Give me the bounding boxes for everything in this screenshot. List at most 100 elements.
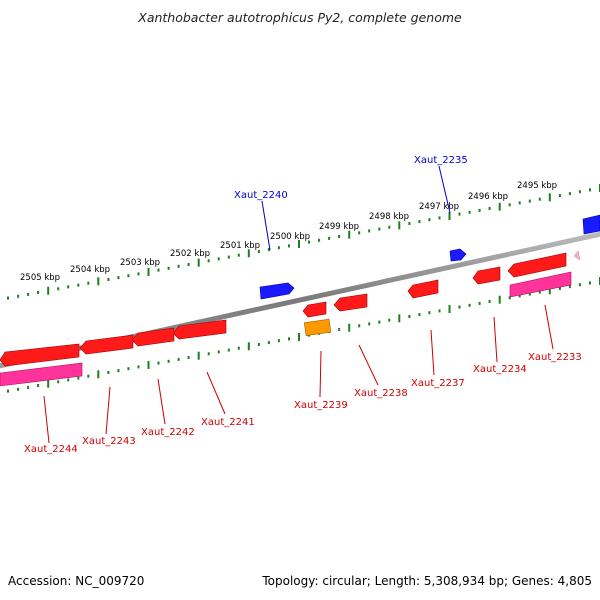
minor-tick [288, 337, 290, 341]
minor-tick [77, 283, 80, 287]
scale-label-2503: 2503 kbp [120, 258, 160, 268]
gene-xaut-2233-red[interactable] [507, 252, 567, 278]
gene-label-xaut-2243[interactable]: Xaut_2243 [82, 436, 136, 447]
feature-small-pink[interactable] [573, 250, 581, 261]
minor-tick [67, 285, 70, 289]
gene-label-xaut-2238[interactable]: Xaut_2238 [354, 388, 408, 399]
minor-tick [408, 315, 411, 318]
major-tick [147, 268, 150, 276]
gene-label-xaut-2233[interactable]: Xaut_2233 [528, 352, 582, 363]
minor-tick [107, 278, 110, 281]
gene-label-xaut-2239[interactable]: Xaut_2239 [294, 400, 348, 411]
gene-xaut-2234[interactable] [472, 266, 501, 285]
minor-tick [87, 374, 90, 378]
minor-tick [538, 290, 541, 294]
minor-tick [57, 380, 60, 384]
minor-tick [217, 350, 220, 354]
minor-tick [267, 248, 270, 252]
gene-label-xaut-2242[interactable]: Xaut_2242 [141, 427, 195, 438]
minor-tick [207, 352, 210, 356]
gene-label-xaut-2237[interactable]: Xaut_2237 [411, 378, 465, 389]
minor-tick [428, 218, 431, 222]
minor-tick [378, 227, 381, 231]
forward-gene-labels: Xaut_2235 Xaut_2240 [234, 155, 468, 201]
scale-labels: 2495 kbp 2496 kbp 2497 kbp 2498 kbp 2499… [20, 181, 557, 283]
minor-tick [308, 240, 310, 244]
minor-tick [107, 371, 110, 374]
minor-tick [468, 303, 471, 307]
feature-xaut-2239-orange[interactable] [303, 318, 332, 336]
minor-tick [57, 287, 60, 291]
scale-label-2499: 2499 kbp [319, 222, 359, 232]
major-tick [498, 295, 501, 304]
page-title: Xanthobacter autotrophicus Py2, complete… [138, 10, 462, 25]
minor-tick [77, 376, 80, 380]
gene-xaut-2243[interactable] [79, 334, 134, 355]
minor-tick [257, 250, 260, 253]
feature-xaut-2244-pink[interactable] [0, 362, 83, 387]
accession-text: Accession: NC_009720 [8, 574, 145, 588]
major-tick [398, 314, 401, 323]
major-tick [147, 361, 150, 369]
scale-label-2504: 2504 kbp [70, 265, 110, 275]
gene-xaut-2237[interactable] [407, 279, 439, 299]
minor-tick [267, 341, 270, 345]
scale-label-2497: 2497 kbp [419, 202, 459, 212]
minor-tick [227, 255, 230, 259]
major-tick [348, 323, 351, 332]
minor-tick [528, 199, 531, 203]
minor-tick [478, 301, 481, 305]
gene-label-xaut-2244[interactable]: Xaut_2244 [24, 444, 78, 455]
gene-xaut-2240[interactable] [259, 282, 295, 300]
gene-label-xaut-2235[interactable]: Xaut_2235 [414, 155, 468, 166]
minor-tick [508, 296, 511, 300]
minor-tick [589, 188, 591, 192]
gene-label-xaut-2240[interactable]: Xaut_2240 [234, 190, 288, 201]
reverse-features-track2 [0, 250, 581, 387]
gene-xaut-2235[interactable] [449, 248, 467, 262]
reverse-gene-labels: Xaut_2233 Xaut_2234 Xaut_2237 Xaut_2238 … [24, 352, 582, 455]
minor-tick [67, 378, 70, 382]
minor-tick [237, 346, 240, 350]
minor-tick [368, 229, 371, 233]
minor-tick [37, 291, 40, 294]
scale-label-2495: 2495 kbp [517, 181, 557, 191]
scale-label-2500: 2500 kbp [270, 232, 310, 242]
gene-xaut-2242[interactable] [131, 327, 175, 347]
gene-xaut-2244-red[interactable] [0, 343, 80, 367]
major-tick [197, 351, 200, 360]
minor-tick [277, 339, 280, 343]
forward-genes [259, 214, 600, 300]
minor-tick [388, 225, 391, 229]
gene-label-xaut-2241[interactable]: Xaut_2241 [201, 417, 255, 428]
gene-xaut-2239-red[interactable] [302, 301, 327, 318]
minor-tick [167, 359, 170, 363]
minor-tick [17, 294, 20, 298]
minor-tick [328, 236, 331, 240]
major-tick [448, 212, 451, 220]
minor-tick [27, 385, 30, 389]
minor-tick [418, 220, 421, 224]
feature-xaut-2233-pink[interactable] [509, 271, 572, 298]
major-tick [498, 202, 501, 211]
major-tick [448, 305, 451, 313]
minor-tick [589, 281, 591, 285]
genome-stats-text: Topology: circular; Length: 5,308,934 bp… [262, 574, 592, 588]
minor-tick [488, 207, 491, 210]
gene-xaut-2232[interactable] [582, 214, 600, 235]
scale-label-2498: 2498 kbp [369, 212, 409, 222]
major-tick [398, 221, 401, 230]
minor-tick [518, 294, 521, 298]
minor-tick [137, 272, 140, 276]
gene-xaut-2238[interactable] [333, 293, 368, 312]
major-tick [97, 277, 100, 286]
minor-tick [117, 369, 120, 373]
major-tick [548, 193, 551, 202]
major-tick [97, 370, 100, 379]
minor-tick [137, 365, 140, 369]
inner-scale-ticks [7, 277, 600, 393]
gene-label-xaut-2234[interactable]: Xaut_2234 [473, 364, 527, 375]
minor-tick [187, 263, 190, 266]
minor-tick [127, 367, 130, 371]
minor-tick [157, 268, 160, 272]
